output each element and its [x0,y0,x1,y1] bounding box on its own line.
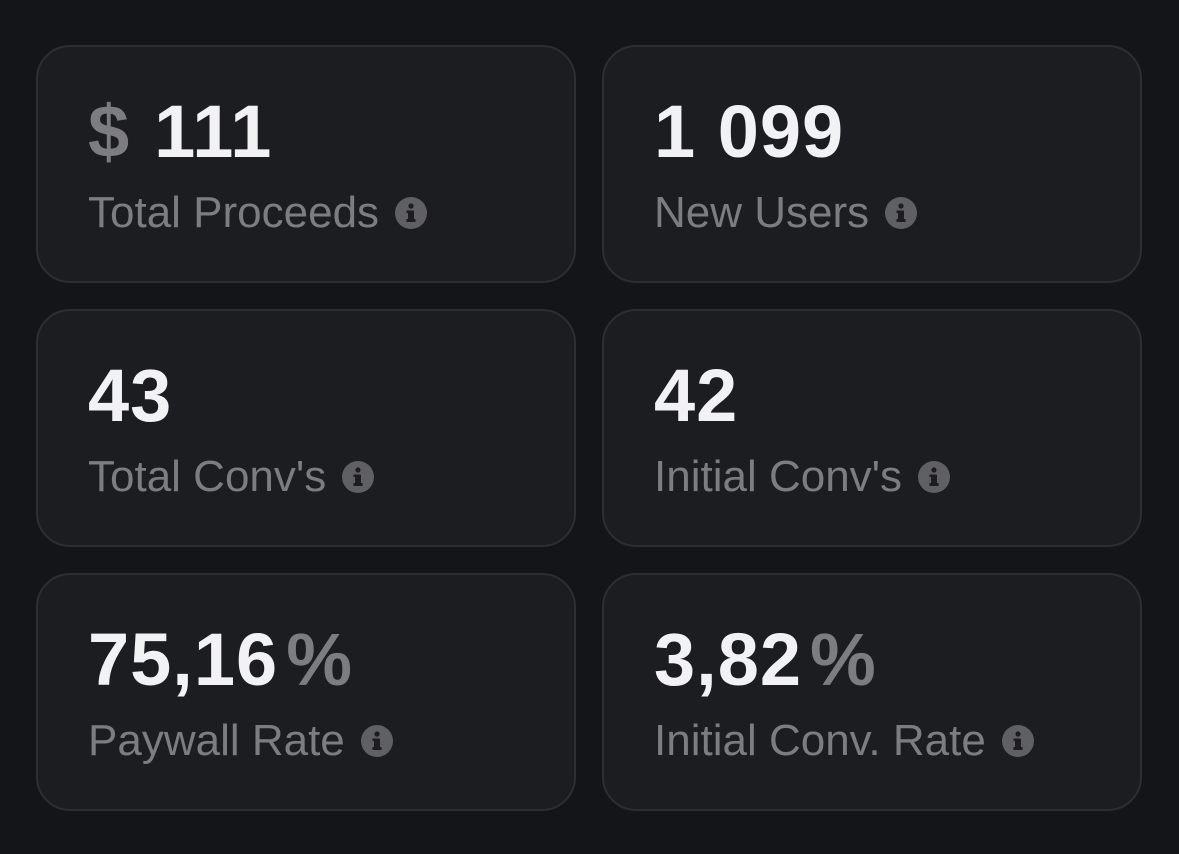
metric-value: 43 [88,354,173,437]
metric-value: 111 [154,90,273,173]
metric-card: 43 Total Conv's [36,309,576,547]
metric-label-row: Initial Conv's [654,452,951,501]
metric-label: Initial Conv's [654,452,903,501]
info-icon[interactable] [360,725,393,757]
metric-label-row: New Users [654,188,918,237]
metric-value: 1 099 [654,90,845,173]
metric-label: Total Conv's [88,452,327,501]
metric-value: 3,82 [654,618,803,701]
metric-label-row: Paywall Rate [88,719,393,763]
info-icon[interactable] [342,461,375,493]
metric-label: Initial Conv. Rate [654,716,986,765]
metric-value-row: 75,16% [88,623,353,697]
info-icon[interactable] [885,197,918,229]
currency-prefix: $ [88,90,131,173]
info-icon[interactable] [395,197,428,229]
metric-value: 42 [654,354,739,437]
metric-value-row: 42 [654,359,738,433]
metric-card: $111 Total Proceeds [36,45,576,283]
unit-suffix: % [810,618,877,701]
metric-label: New Users [654,188,870,237]
unit-suffix: % [286,618,353,701]
metric-card: 42 Initial Conv's [602,309,1142,547]
metric-value-row: 43 [88,359,172,433]
metric-value-row: 3,82% [654,623,877,697]
metric-value-row: $111 [88,95,272,169]
metric-label: Total Proceeds [88,188,380,237]
metric-label-row: Total Conv's [88,452,375,501]
metric-label-row: Total Proceeds [88,188,428,237]
metric-card: 75,16% Paywall Rate [36,573,576,811]
metric-card: 3,82% Initial Conv. Rate [602,573,1142,811]
metric-label: Paywall Rate [88,716,345,765]
metric-value: 75,16 [88,618,279,701]
info-icon[interactable] [1001,725,1034,757]
metric-value-row: 1 099 [654,95,844,169]
metric-label-row: Initial Conv. Rate [654,719,1034,763]
metric-card: 1 099 New Users [602,45,1142,283]
info-icon[interactable] [918,461,951,493]
